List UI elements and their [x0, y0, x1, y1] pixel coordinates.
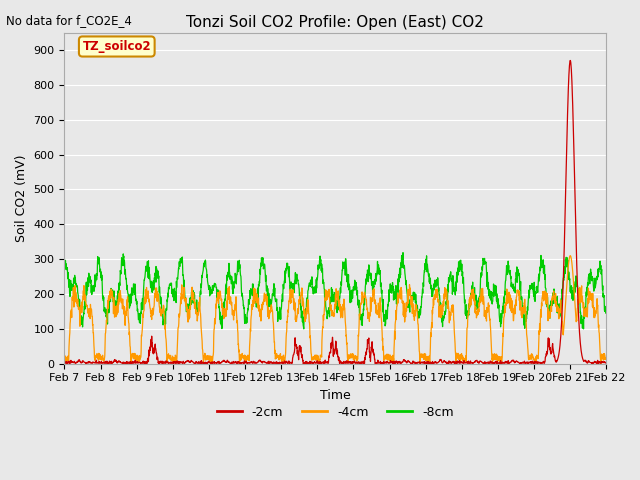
-4cm — [310, 355, 317, 360]
-4cm — [416, 361, 424, 367]
-8cm — [588, 269, 595, 275]
-4cm — [566, 253, 574, 259]
-8cm — [602, 307, 610, 312]
-2cm — [588, 360, 595, 366]
-2cm — [602, 360, 610, 366]
-4cm — [587, 294, 595, 300]
Y-axis label: Soil CO2 (mV): Soil CO2 (mV) — [15, 155, 28, 242]
-4cm — [88, 313, 96, 319]
-2cm — [324, 360, 332, 366]
-8cm — [88, 288, 96, 294]
-2cm — [587, 360, 595, 365]
-2cm — [82, 361, 90, 367]
-4cm — [488, 343, 495, 348]
-2cm — [61, 359, 68, 365]
X-axis label: Time: Time — [320, 389, 351, 402]
Line: -4cm: -4cm — [65, 256, 606, 364]
-4cm — [588, 291, 595, 297]
-8cm — [399, 250, 407, 255]
-4cm — [61, 355, 68, 361]
-8cm — [300, 326, 308, 332]
-8cm — [61, 256, 68, 262]
-4cm — [602, 352, 610, 358]
Line: -2cm: -2cm — [65, 60, 606, 364]
-2cm — [310, 360, 317, 366]
-8cm — [488, 300, 495, 305]
-4cm — [324, 289, 332, 295]
Title: Tonzi Soil CO2 Profile: Open (East) CO2: Tonzi Soil CO2 Profile: Open (East) CO2 — [186, 15, 484, 30]
Text: TZ_soilco2: TZ_soilco2 — [83, 40, 151, 53]
-8cm — [310, 290, 317, 296]
-2cm — [488, 360, 495, 366]
-8cm — [324, 307, 332, 313]
-8cm — [587, 271, 595, 277]
-2cm — [88, 360, 96, 366]
Line: -8cm: -8cm — [65, 252, 606, 329]
Text: No data for f_CO2E_4: No data for f_CO2E_4 — [6, 14, 132, 27]
-2cm — [566, 58, 574, 63]
Legend: -2cm, -4cm, -8cm: -2cm, -4cm, -8cm — [212, 401, 459, 424]
